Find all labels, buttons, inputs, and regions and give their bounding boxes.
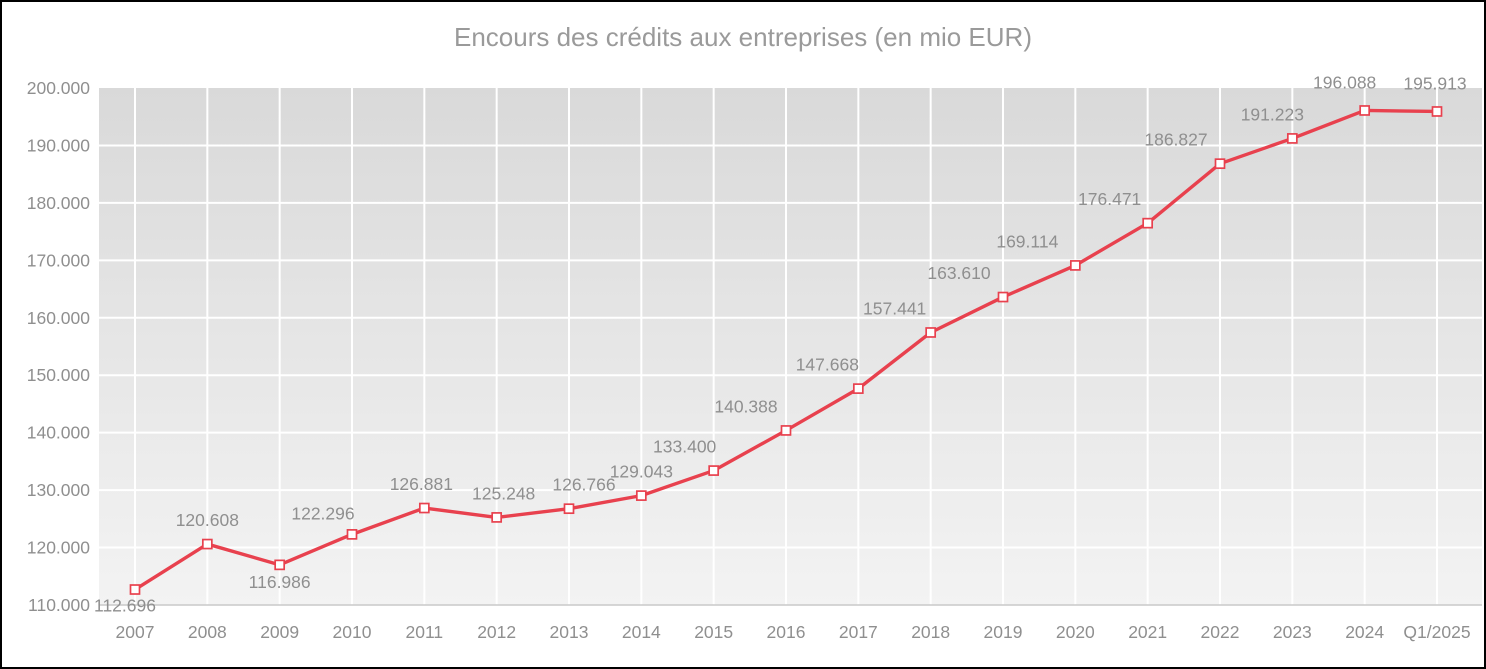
data-point-marker-2014[interactable] <box>635 490 647 501</box>
data-point-label: 169.114 <box>996 231 1058 251</box>
y-tick-label: 200.000 <box>27 78 91 98</box>
x-tick-label: 2023 <box>1273 622 1312 642</box>
data-point-marker-2023[interactable] <box>1286 133 1298 144</box>
x-tick-label: 2019 <box>984 622 1023 642</box>
y-tick-label: 160.000 <box>27 308 91 328</box>
data-point-label: 186.827 <box>1144 130 1207 150</box>
x-tick-label: 2016 <box>767 622 806 642</box>
data-point-label: 195.913 <box>1403 73 1466 93</box>
data-point-marker-2012[interactable] <box>491 512 503 523</box>
x-tick-label: 2013 <box>550 622 589 642</box>
chart-title: Encours des crédits aux entreprises (en … <box>453 22 1032 52</box>
data-point-label: 129.043 <box>610 462 673 482</box>
data-point-marker-2016[interactable] <box>780 425 792 436</box>
data-point-marker-2017[interactable] <box>852 383 864 394</box>
plot-area <box>99 88 1482 605</box>
data-point-label: 196.088 <box>1313 72 1376 92</box>
x-tick-label: 2014 <box>622 622 661 642</box>
x-tick-label: 2021 <box>1128 622 1167 642</box>
data-point-label: 116.986 <box>249 572 311 592</box>
data-point-label: 126.881 <box>390 474 453 494</box>
y-tick-label: 180.000 <box>27 193 91 213</box>
data-point-marker-2015[interactable] <box>708 465 720 476</box>
data-point-marker-2022[interactable] <box>1214 158 1226 170</box>
data-point-marker-2013[interactable] <box>563 503 575 515</box>
y-tick-label: 110.000 <box>28 595 90 615</box>
data-point-label: 126.766 <box>552 475 615 495</box>
x-tick-label: 2010 <box>333 622 372 642</box>
x-tick-label: 2015 <box>694 622 733 642</box>
x-tick-label: 2007 <box>116 622 155 642</box>
data-point-label: 157.441 <box>863 298 926 318</box>
data-point-label: 163.610 <box>927 263 991 283</box>
data-point-marker-2009[interactable] <box>274 559 286 571</box>
data-point-marker-2019[interactable] <box>997 291 1009 303</box>
data-point-label: 140.388 <box>714 396 777 416</box>
x-tick-label: 2022 <box>1201 622 1240 642</box>
data-point-marker-2024[interactable] <box>1359 105 1371 116</box>
data-point-marker-2011[interactable] <box>418 502 430 514</box>
x-tick-label: 2020 <box>1056 622 1095 642</box>
x-tick-label: 2017 <box>839 622 878 642</box>
data-point-marker-Q1-2025[interactable] <box>1431 106 1443 117</box>
data-point-marker-2021[interactable] <box>1142 217 1154 229</box>
data-point-label: 176.471 <box>1078 189 1141 209</box>
data-point-marker-2018[interactable] <box>925 327 937 338</box>
y-tick-label: 150.000 <box>27 365 91 385</box>
x-tick-label: 2018 <box>911 622 950 642</box>
data-point-label: 120.608 <box>176 510 239 530</box>
data-point-label: 125.248 <box>472 483 535 503</box>
data-point-marker-2007[interactable] <box>129 584 141 595</box>
y-tick-label: 120.000 <box>27 538 91 558</box>
y-tick-label: 140.000 <box>27 423 91 443</box>
data-point-marker-2010[interactable] <box>346 529 358 540</box>
data-point-marker-2008[interactable] <box>201 538 213 550</box>
x-tick-label: Q1/2025 <box>1403 622 1470 642</box>
data-point-label: 147.668 <box>796 355 859 375</box>
y-tick-label: 190.000 <box>27 135 91 155</box>
x-tick-label: 2012 <box>477 622 516 642</box>
x-tick-label: 2024 <box>1345 622 1384 642</box>
data-point-label: 191.223 <box>1241 104 1304 124</box>
y-tick-label: 170.000 <box>27 250 91 270</box>
data-point-label: 122.296 <box>291 503 354 523</box>
x-tick-label: 2011 <box>406 622 444 642</box>
x-tick-label: 2008 <box>188 622 227 642</box>
data-point-marker-2020[interactable] <box>1069 260 1081 271</box>
x-tick-label: 2009 <box>260 622 299 642</box>
y-tick-label: 130.000 <box>27 480 91 500</box>
data-point-label: 133.400 <box>653 437 717 457</box>
data-point-label: 112.696 <box>94 596 156 616</box>
